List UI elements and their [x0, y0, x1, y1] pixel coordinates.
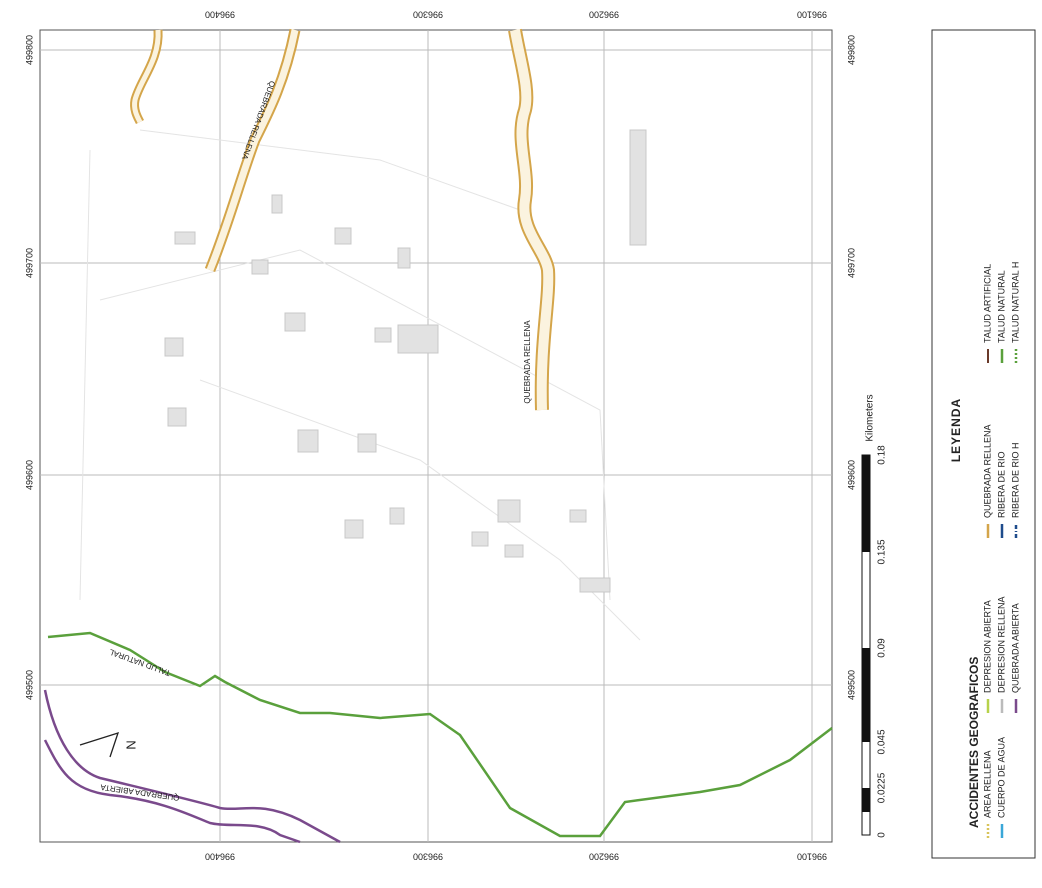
quebrada-abierta-lines	[43, 689, 341, 844]
legend-item: RIBERA DE RIO	[996, 451, 1006, 518]
annotation: QUEBRADA RELLENA	[523, 320, 532, 404]
legend-item: TALUD NATURAL H	[1010, 262, 1020, 343]
legend-title: LEYENDA	[949, 398, 963, 462]
legend-item: TALUD NATURAL	[996, 270, 1006, 343]
scale-unit: Kilometers	[865, 394, 876, 441]
legend-box	[931, 29, 1036, 859]
y-coordinate-label: 499500	[846, 670, 856, 700]
y-coordinate-label: 499700	[24, 248, 34, 278]
legend-item: QUEBRADA ABIERTA	[1010, 603, 1020, 693]
legend-subtitle: ACCIDENTES GEOGRAFICOS	[967, 657, 981, 828]
x-coordinate-label: 996100	[797, 10, 827, 20]
y-coordinate-label: 499700	[846, 248, 856, 278]
legend-item: QUEBRADA RELLENA	[982, 424, 992, 518]
scale-tick-label: 0.18	[877, 445, 888, 465]
y-coordinate-label: 499600	[24, 460, 34, 490]
legend-item: AREA RELLENA	[982, 750, 992, 818]
x-coordinate-label: 996300	[413, 10, 443, 20]
legend-item: DEPRESION RELLENA	[996, 596, 1006, 693]
legend: LEYENDA ACCIDENTES GEOGRAFICOS AREA RELLEN…	[949, 262, 1020, 838]
legend-item: CUERPO DE AGUA	[996, 737, 1006, 818]
north-arrow	[79, 731, 120, 758]
scale-bar	[861, 454, 871, 836]
x-coordinate-label: 996100	[797, 852, 827, 862]
y-coordinate-label: 499800	[24, 35, 34, 65]
x-coordinate-label: 996200	[589, 10, 619, 20]
legend-item: TALUD ARTIFICIAL	[982, 264, 992, 343]
legend-item: RIBERA DE RIO H	[1010, 442, 1020, 518]
scale-tick-label: 0.09	[877, 638, 888, 658]
coordinate-labels: 996400 996400 996300 996300 996200 996200 9961…	[24, 10, 856, 862]
y-coordinate-label: 499500	[24, 670, 34, 700]
north-label: N	[124, 740, 139, 749]
y-coordinate-label: 499800	[846, 35, 856, 65]
scale-tick-label: 0.0225	[877, 772, 888, 803]
scale-tick-label: 0.045	[877, 729, 888, 754]
scale-tick-label: 0	[877, 832, 888, 838]
quebrada-rellena-lines	[130, 28, 556, 411]
scale-tick-label: 0.135	[877, 539, 888, 564]
legend-item: DEPRESION ABIERTA	[982, 600, 992, 693]
background-features	[79, 129, 647, 641]
x-coordinate-label: 996300	[413, 852, 443, 862]
talud-natural-line	[47, 631, 833, 838]
x-coordinate-label: 996200	[589, 852, 619, 862]
y-coordinate-label: 499600	[846, 460, 856, 490]
map-frame	[39, 29, 833, 843]
x-coordinate-label: 996400	[205, 10, 235, 20]
x-coordinate-label: 996400	[205, 852, 235, 862]
grid	[40, 30, 832, 842]
